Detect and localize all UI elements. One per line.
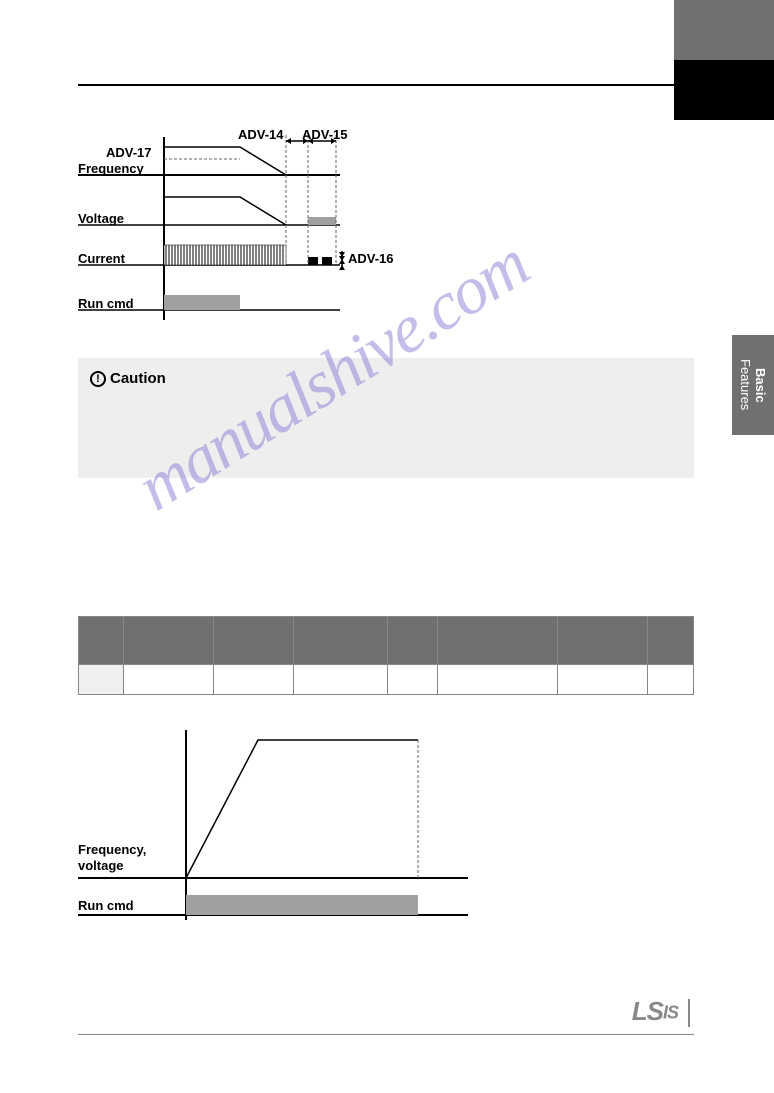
timing-diagram-2: Frequency, voltage Run cmd	[78, 720, 498, 930]
label-adv15: ADV-15	[302, 127, 348, 142]
side-tab-line2: Features	[738, 359, 753, 410]
label-voltage: Voltage	[78, 211, 124, 226]
label-freqvolt-line2: voltage	[78, 858, 124, 873]
side-tab-basic-features: BasicFeatures	[732, 335, 774, 435]
header-gray-block	[674, 0, 774, 60]
label-frequency: Frequency	[78, 161, 144, 176]
label-runcmd2: Run cmd	[78, 898, 134, 913]
diagram2-svg	[78, 720, 498, 930]
header-rule	[78, 84, 694, 86]
table-cell	[123, 665, 213, 695]
table-header-cell	[79, 617, 124, 665]
label-current: Current	[78, 251, 125, 266]
table-cell	[388, 665, 438, 695]
logo-sub: IS	[663, 1003, 678, 1023]
footer-logo: LSIS	[632, 996, 678, 1027]
table-cell	[79, 665, 124, 695]
label-adv17: ADV-17	[106, 145, 152, 160]
label-runcmd: Run cmd	[78, 296, 134, 311]
table-header-cell	[438, 617, 558, 665]
table-header-row	[79, 617, 694, 665]
table-header-cell	[388, 617, 438, 665]
label-freqvolt-line1: Frequency,	[78, 842, 146, 857]
label-adv14: ADV-14	[238, 127, 284, 142]
table-cell	[213, 665, 293, 695]
table-header-cell	[648, 617, 694, 665]
table-header-cell	[293, 617, 388, 665]
table-cell	[438, 665, 558, 695]
caution-box: ! Caution	[78, 358, 694, 478]
table-row	[79, 665, 694, 695]
label-adv16: ADV-16	[348, 251, 394, 266]
logo-main: LS	[632, 996, 663, 1026]
table-cell	[293, 665, 388, 695]
table-cell	[558, 665, 648, 695]
caution-icon-char: !	[96, 373, 100, 385]
footer-rule	[78, 1034, 694, 1035]
footer-logo-bar	[688, 999, 690, 1027]
parameter-table	[78, 616, 694, 695]
table-header-cell	[123, 617, 213, 665]
table-header-cell	[213, 617, 293, 665]
table-cell	[648, 665, 694, 695]
side-tab-line1: Basic	[753, 368, 768, 403]
timing-diagram-1: ADV-14 ADV-15 ADV-17 Frequency Voltage C…	[78, 125, 478, 325]
table-header-cell	[558, 617, 648, 665]
caution-title-text: Caution	[110, 370, 166, 387]
caution-icon: !	[90, 371, 106, 387]
caution-title: ! Caution	[90, 370, 682, 387]
header-black-block	[674, 60, 774, 120]
